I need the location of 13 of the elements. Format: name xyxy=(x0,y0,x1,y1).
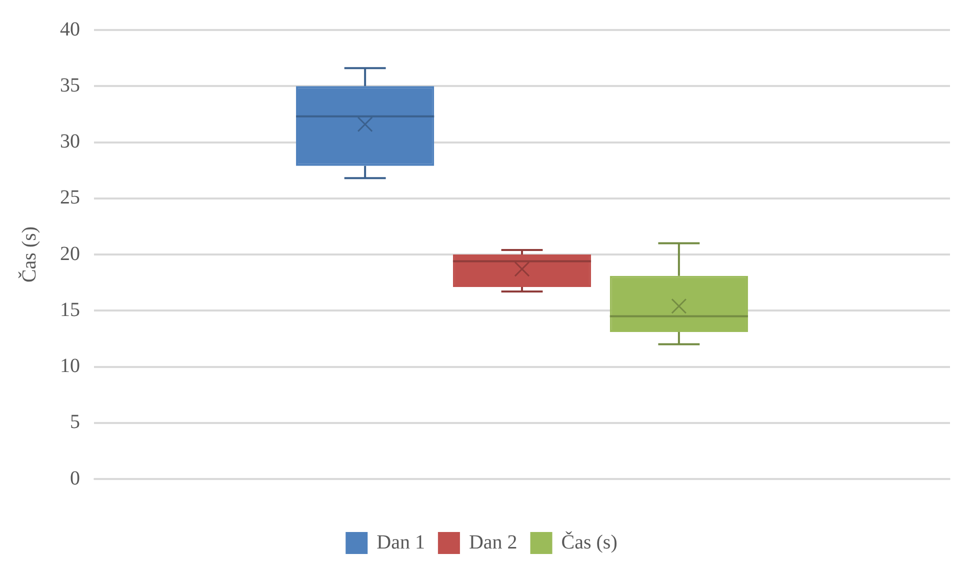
legend-label: Dan 2 xyxy=(468,531,518,554)
y-tick-label: 15 xyxy=(60,298,80,321)
y-tick-label: 30 xyxy=(60,130,80,152)
legend-label: Čas (s) xyxy=(561,530,618,554)
y-tick-label: 0 xyxy=(70,467,80,490)
y-axis-title: Čas (s) xyxy=(17,226,40,283)
y-tick-label: 10 xyxy=(60,355,80,377)
y-tick-label: 25 xyxy=(60,186,80,209)
y-tick-label: 5 xyxy=(70,411,80,434)
y-tick-label: 40 xyxy=(60,18,80,40)
y-tick-label: 20 xyxy=(60,242,80,265)
y-tick-label: 35 xyxy=(60,74,80,96)
legend-label: Dan 1 xyxy=(376,531,425,554)
